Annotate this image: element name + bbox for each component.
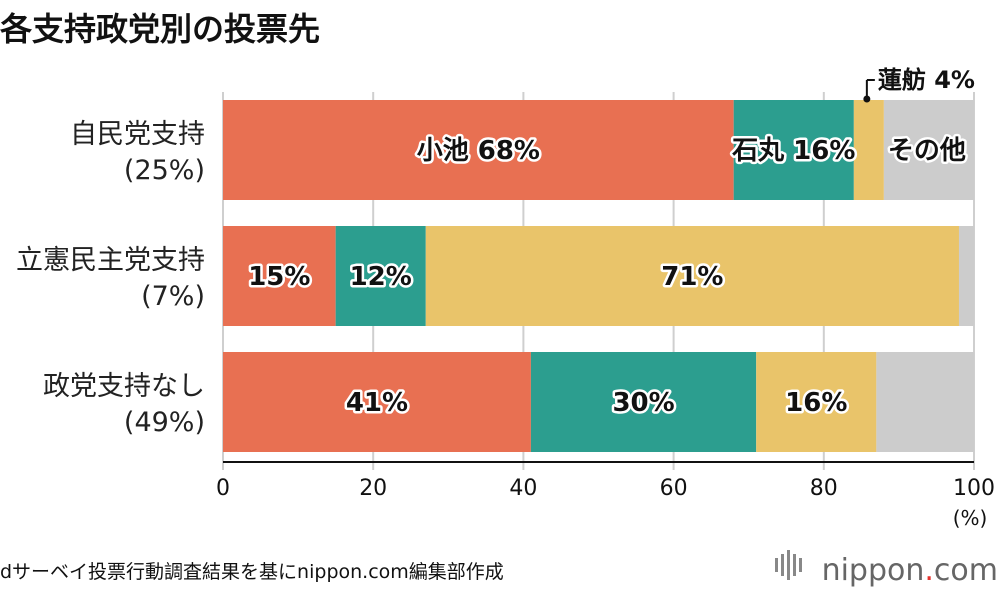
category-label: 自民党支持 [70,119,205,150]
bar-segment [958,226,974,326]
data-labels: 小池 68% 石丸 16% その他 15% 12% 71% 41% 30% 16% [246,134,969,421]
x-tick-label: 80 [810,476,838,501]
callout: 蓮舫 4% [863,66,975,103]
data-label: 15% [248,262,310,292]
category-share: (7%) [141,281,205,312]
bar-segment [733,100,854,200]
bars [223,100,974,452]
data-label: その他 [888,136,966,166]
bar-segment [223,226,336,326]
bar-segment [530,352,757,452]
x-axis-unit: (%) [953,506,988,530]
callout-label: 蓮舫 4% [878,66,975,94]
bar-segment [335,226,426,326]
x-axis: 0 20 40 60 80 100 [216,461,995,501]
bar-segment [876,352,974,452]
bar-segment [425,226,959,326]
x-tick-label: 100 [953,476,995,501]
data-label: 30% [612,388,674,418]
x-tick-label: 20 [359,476,387,501]
brand-mark-bar [787,550,790,580]
x-tick-label: 40 [509,476,537,501]
category-label: 立憲民主党支持 [16,245,205,276]
data-label: 41% [346,388,408,418]
brand-dot: . [924,553,934,588]
data-label: 16% [785,388,847,418]
brand-mark-bar [781,554,784,576]
callout-dot [863,95,871,103]
brand-mark-bar [793,554,796,576]
data-label: 71% [661,262,723,292]
brand-name: nippon [822,553,925,588]
bar-segment [853,100,884,200]
bar-segment [223,100,734,200]
data-label: 小池 68% [417,136,540,166]
bar-segment [883,100,974,200]
bar-segment [756,352,877,452]
category-label: 政党支持なし [43,371,205,402]
data-label: 12% [350,262,412,292]
category-share: (49%) [124,407,205,438]
chart-title: 各支持政党別の投票先 [0,10,320,48]
x-tick-label: 60 [660,476,688,501]
brand-mark-bar [775,558,778,572]
x-tick-label: 0 [216,476,230,501]
category-share: (25%) [124,155,205,186]
brand-mark-bar [799,558,802,572]
brand-suffix: com [934,553,998,588]
source-note: dサーベイ投票行動調査結果を基にnippon.com編集部作成 [0,561,504,583]
brand-logo: nippon.com [822,553,998,588]
brand-mark-icon [775,550,802,580]
category-labels: 自民党支持 (25%) 立憲民主党支持 (7%) 政党支持なし (49%) [16,119,205,438]
bar-segment [223,352,531,452]
data-label: 石丸 16% [731,136,855,166]
